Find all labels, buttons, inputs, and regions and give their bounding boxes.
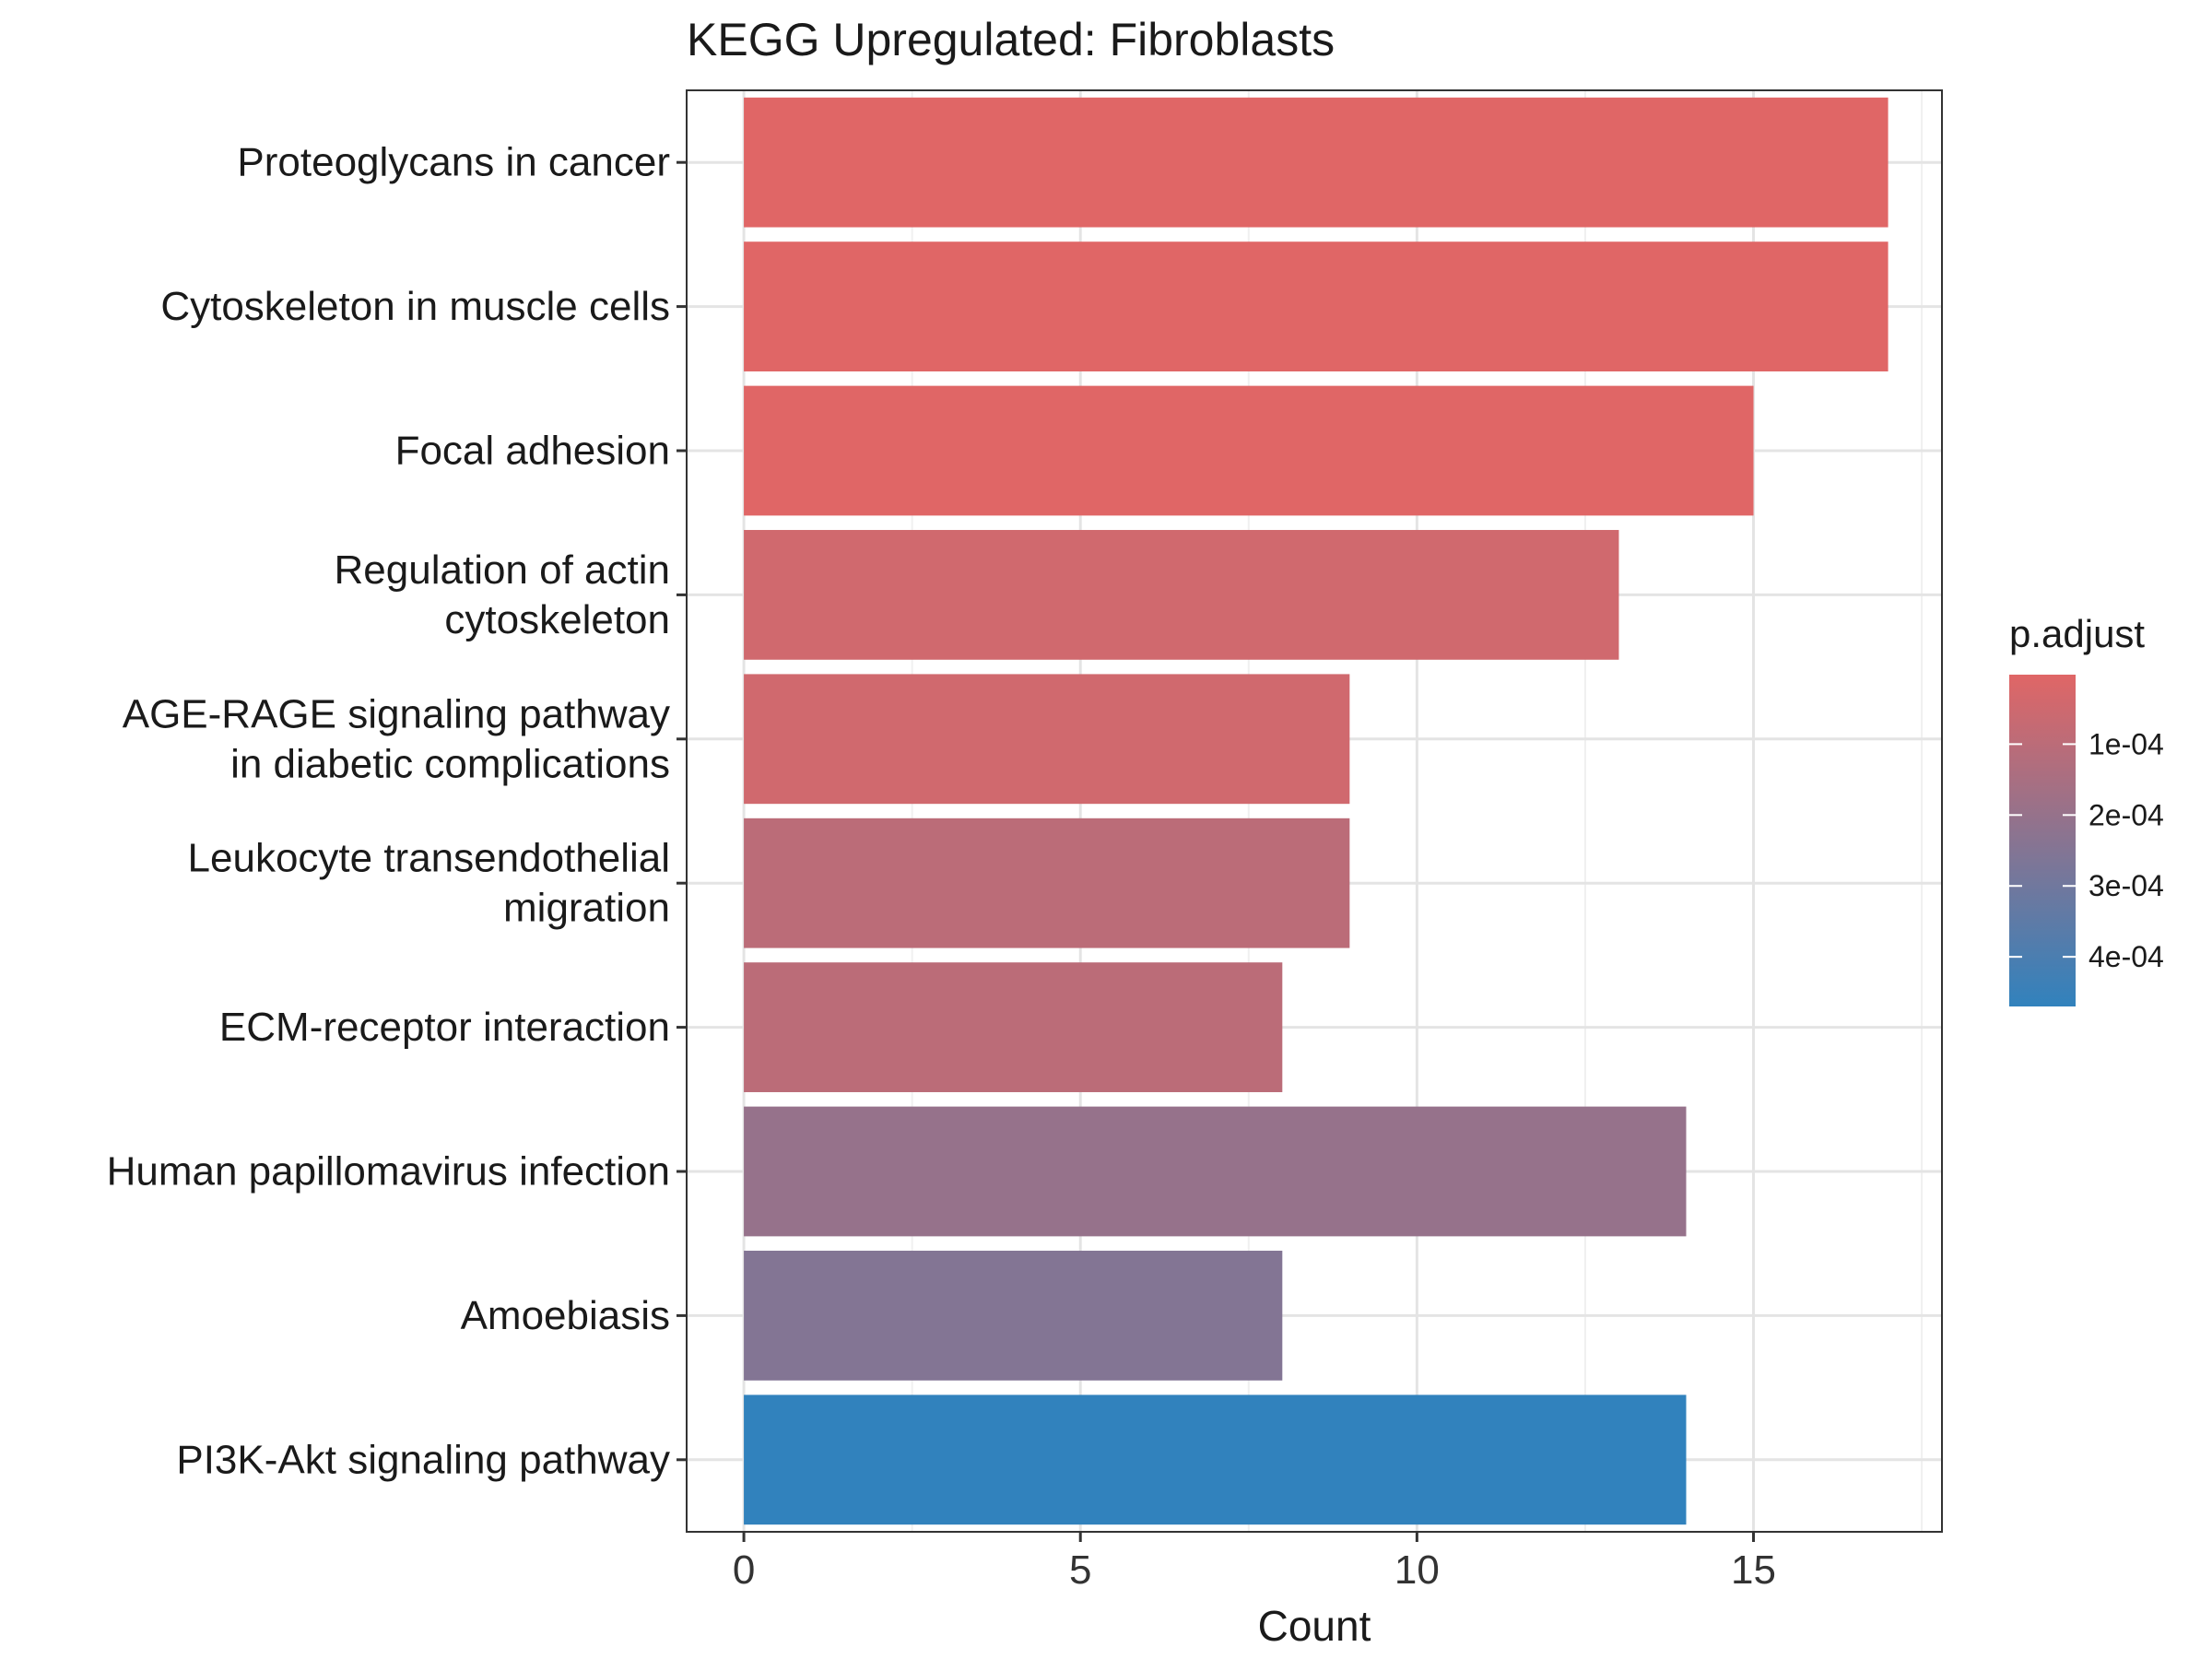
legend-tick-label: 3e-04 xyxy=(2088,869,2164,902)
legend-tick-label: 4e-04 xyxy=(2088,940,2164,973)
x-tick-label: 10 xyxy=(1394,1547,1440,1593)
plot-panel-border xyxy=(686,89,1943,1533)
legend-tick-label: 1e-04 xyxy=(2088,727,2164,760)
bar xyxy=(744,530,1619,660)
bar xyxy=(744,1251,1283,1381)
bar xyxy=(744,1106,1687,1237)
bar xyxy=(744,962,1283,1092)
y-tick-label: AGE-RAGE signaling pathway xyxy=(123,691,670,736)
y-tick-label: Cytoskeleton in muscle cells xyxy=(160,284,670,329)
y-tick-label: in diabetic complications xyxy=(230,741,670,786)
y-axis: Proteoglycans in cancer Cytoskeleton in m… xyxy=(107,140,687,1482)
x-axis-label: Count xyxy=(1258,1602,1371,1650)
y-tick-label: PI3K-Akt signaling pathway xyxy=(176,1437,670,1482)
bars xyxy=(744,97,1888,1525)
bar xyxy=(744,97,1888,228)
legend-tick-label: 2e-04 xyxy=(2088,798,2164,831)
bar xyxy=(744,674,1350,805)
y-tick-label: Focal adhesion xyxy=(395,429,670,474)
y-tick-label: Leukocyte transendothelial xyxy=(188,836,670,881)
x-tick-label: 15 xyxy=(1731,1547,1776,1593)
color-legend: p.adjust 1e-04 2e-04 3e-04 4e-04 xyxy=(2009,612,2164,1006)
y-tick-label: migration xyxy=(503,886,670,931)
y-tick-label: Regulation of actin xyxy=(335,547,670,593)
bar xyxy=(744,241,1888,371)
y-tick-label: ECM-receptor interaction xyxy=(219,1005,670,1050)
x-axis: 0 5 10 15 xyxy=(733,1532,1776,1593)
bar xyxy=(744,818,1350,948)
x-tick-label: 5 xyxy=(1069,1547,1091,1593)
chart-title: KEGG Upregulated: Fibroblasts xyxy=(687,14,1335,65)
legend-title: p.adjust xyxy=(2009,612,2145,655)
bar xyxy=(744,385,1754,516)
y-tick-label: Human papillomavirus infection xyxy=(107,1149,670,1194)
y-tick-label: Proteoglycans in cancer xyxy=(237,140,670,185)
y-tick-label: Amoebiasis xyxy=(461,1293,670,1338)
y-tick-label: cytoskeleton xyxy=(444,597,670,642)
legend-colorbar xyxy=(2009,675,2076,1006)
bar xyxy=(744,1394,1687,1525)
x-tick-label: 0 xyxy=(733,1547,755,1593)
